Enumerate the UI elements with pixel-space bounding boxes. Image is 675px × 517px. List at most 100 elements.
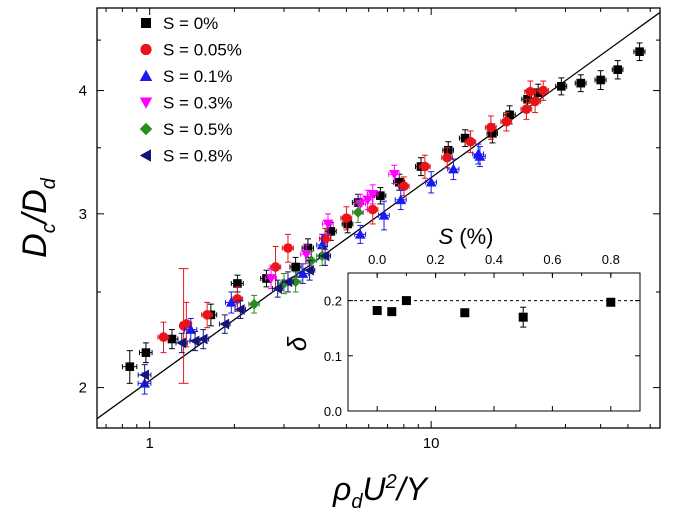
- data-point: [303, 243, 313, 253]
- inset-plot: 0.0 0.2 0.4 0.6 0.8 0.0 0.1 0.2 S (%) δ: [282, 224, 641, 419]
- data-point: [352, 207, 364, 218]
- y-axis-title-sub: d: [38, 177, 60, 189]
- data-point: [341, 213, 352, 223]
- data-point: [248, 298, 260, 310]
- data-point: [300, 249, 312, 260]
- data-point: [394, 177, 404, 187]
- data-point: [488, 129, 497, 138]
- inset-data-point: [387, 307, 397, 317]
- data-point: [354, 228, 366, 239]
- inset-x-tick-label: 0.2: [427, 252, 445, 267]
- data-point: [202, 310, 212, 320]
- data-point: [304, 264, 314, 276]
- data-point: [367, 189, 379, 200]
- data-point: [343, 219, 352, 229]
- y-tick-label: 3: [79, 206, 87, 223]
- data-point: [596, 75, 605, 85]
- data-point: [378, 209, 390, 220]
- inset-x-axis-title-part: (%): [453, 224, 493, 249]
- inset-frame: [347, 272, 641, 412]
- legend-marker: [139, 69, 153, 81]
- data-point: [197, 333, 208, 345]
- data-point: [290, 276, 302, 288]
- data-point: [176, 337, 187, 349]
- main-frame: [96, 7, 661, 429]
- data-point: [282, 276, 293, 288]
- legend-label: S = 0.8%: [163, 147, 232, 166]
- data-point: [158, 332, 169, 342]
- data-point: [399, 181, 409, 192]
- y-axis-title-sub: c: [38, 223, 60, 233]
- data-point: [139, 369, 149, 381]
- data-point: [474, 151, 486, 161]
- data-point: [448, 163, 459, 174]
- legend-marker: [139, 149, 151, 162]
- y-tick-label: 2: [79, 380, 87, 397]
- data-point: [272, 283, 283, 294]
- legend-item: S = 0.3%: [139, 94, 232, 113]
- inset-data-point: [401, 296, 411, 306]
- x-axis-title-part: /Y: [395, 471, 430, 507]
- data-point: [420, 161, 430, 172]
- legend-marker: [139, 122, 153, 136]
- inset-x-tick-label: 0.0: [368, 252, 386, 267]
- data-point: [234, 304, 245, 315]
- data-point: [388, 170, 400, 180]
- data-point: [297, 268, 309, 278]
- data-point: [141, 348, 151, 357]
- data-point: [460, 133, 470, 143]
- data-point: [613, 65, 623, 74]
- legend-item: S = 0%: [141, 14, 218, 33]
- data-point: [189, 335, 200, 347]
- inset-x-tick-label: 0.8: [602, 252, 620, 267]
- data-point: [521, 104, 532, 114]
- data-point: [225, 297, 237, 307]
- data-point: [576, 78, 586, 88]
- legend-label: S = 0.5%: [163, 120, 232, 139]
- data-point: [443, 145, 453, 155]
- data-point: [442, 152, 452, 163]
- data-point: [291, 262, 300, 272]
- x-axis-title-part: U: [362, 471, 386, 507]
- x-axis-title: ρdU2/Y: [332, 471, 430, 513]
- series-5: [137, 245, 332, 386]
- inset-y-axis-title: δ: [282, 336, 312, 351]
- legend-marker: [141, 18, 151, 28]
- legend-item: S = 0.5%: [139, 120, 232, 139]
- data-point: [557, 82, 566, 91]
- data-point: [501, 116, 512, 127]
- series-3: [265, 164, 401, 290]
- inset-data-point: [518, 312, 528, 322]
- inset-x-axis-title-part: S: [438, 224, 453, 249]
- legend-item: S = 0.8%: [139, 147, 232, 166]
- data-point: [362, 195, 374, 206]
- data-point: [283, 243, 293, 253]
- data-point: [395, 194, 407, 205]
- inset-x-axis-title: S (%): [438, 224, 493, 249]
- legend-label: S = 0.3%: [163, 94, 232, 113]
- y-tick-label: 4: [79, 83, 87, 100]
- legend-label: S = 0.05%: [163, 41, 242, 60]
- legend-marker: [139, 97, 153, 109]
- inset-x-tick-label: 0.4: [485, 252, 503, 267]
- data-point: [635, 47, 644, 56]
- data-point: [178, 321, 189, 331]
- data-point: [505, 110, 514, 120]
- x-axis-title-part: ρ: [332, 471, 351, 507]
- data-point: [326, 227, 336, 236]
- data-point: [270, 262, 281, 272]
- y-axis-title: Dc/Dd: [16, 177, 60, 258]
- data-point: [530, 96, 540, 107]
- inset-x-tick-label: 0.6: [543, 252, 561, 267]
- data-point: [322, 219, 334, 230]
- data-point: [533, 88, 543, 98]
- inset-y-tick-label: 0.2: [324, 294, 342, 309]
- x-axis-title-sup: 2: [385, 471, 397, 493]
- data-point: [233, 279, 242, 288]
- legend-label: S = 0.1%: [163, 67, 232, 86]
- x-axis-title-sub: d: [351, 491, 363, 513]
- data-point: [367, 204, 378, 215]
- data-point: [167, 334, 177, 344]
